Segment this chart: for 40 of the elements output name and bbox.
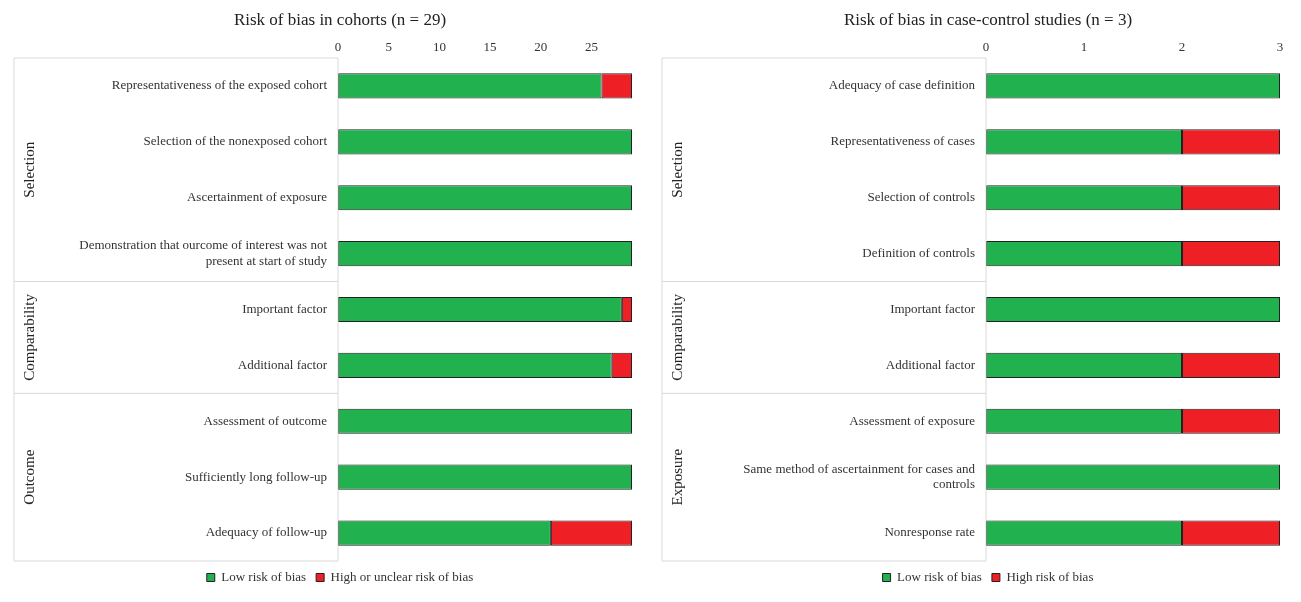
y-tick-label: Important factor — [242, 300, 328, 316]
x-tick-label: 0 — [334, 38, 342, 54]
y-tick-label: Selection of the nonexposed cohort — [143, 133, 328, 149]
y-tick-label: Sufficiently long follow-up — [184, 468, 327, 484]
chart-title: Risk of bias in case-control studies (n = 3) — [843, 9, 1133, 29]
y-tick-label: Additional factor — [885, 356, 976, 372]
y-tick-label: Representativeness of cases — [830, 133, 975, 149]
y-tick-label: Representativeness of the exposed cohort — [111, 77, 328, 93]
y-tick-label: Definition of controls — [862, 245, 975, 261]
x-tick-label: 3 — [1276, 38, 1284, 54]
y-tick-label: Assessment of outcome — [203, 412, 328, 428]
x-tick-label: 2 — [1178, 38, 1186, 54]
y-tick-label: Important factor — [890, 300, 976, 316]
legend-label: Low risk of bias — [221, 568, 307, 584]
y-tick-label: Ascertainment of exposure — [186, 189, 328, 205]
text: Exposure — [668, 448, 685, 506]
y-tick-label: Adequacy of case definition — [828, 77, 976, 93]
legend-label: High risk of bias — [1006, 568, 1094, 584]
x-tick-label: 5 — [385, 38, 392, 54]
legend-label: Low risk of bias — [897, 568, 982, 584]
chart-title: Risk of bias in cohorts (n = 29) — [233, 9, 447, 29]
x-tick-label: 10 — [432, 38, 446, 54]
x-tick-label: 15 — [483, 38, 497, 54]
y-tick-label: Demonstration that ourcome of interest was not present at start of study — [79, 237, 328, 268]
y-tick-label: Selection of controls — [867, 189, 975, 205]
x-tick-label: 20 — [534, 38, 548, 54]
text: Comparability — [20, 293, 37, 381]
y-tick-label: Additional factor — [237, 356, 328, 372]
text: Outcome — [20, 449, 37, 505]
y-tick-label: Same method of ascertainment for cases and controls — [743, 460, 976, 492]
y-tick-label: Assessment of exposure — [849, 412, 976, 428]
legend-label: High or unclear risk of bias — [330, 568, 474, 584]
x-tick-label: 25 — [584, 38, 598, 54]
x-tick-label: 1 — [1080, 38, 1088, 54]
text: Selection — [668, 141, 685, 198]
y-tick-label: Adequacy of follow-up — [205, 524, 327, 540]
x-tick-label: 0 — [982, 38, 990, 54]
text: Comparability — [668, 293, 685, 381]
y-tick-label: Nonresponse rate — [884, 524, 976, 540]
text: Selection — [20, 141, 37, 198]
